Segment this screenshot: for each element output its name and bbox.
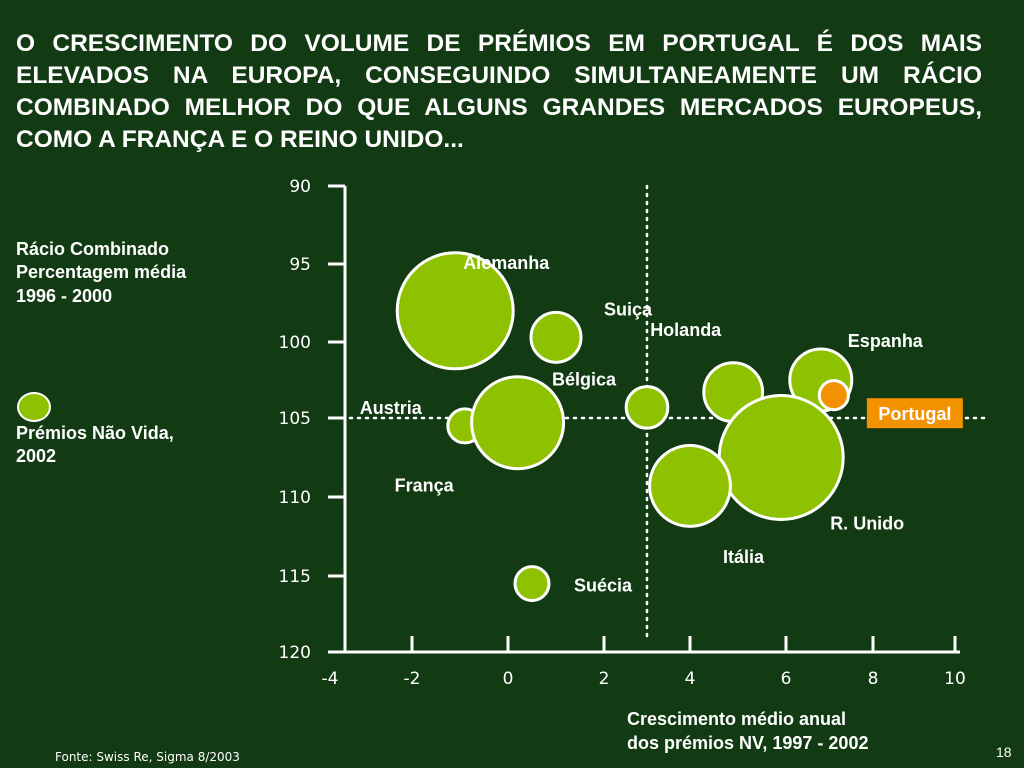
bubble-label-belgica: Bélgica	[552, 369, 617, 389]
bubble-belgica	[624, 385, 670, 430]
portugal-label-box	[866, 398, 963, 429]
bubble-label-italia: Itália	[723, 547, 765, 567]
x-tick-label: -2	[404, 669, 421, 689]
x-axis-label-line: Crescimento médio anual	[627, 709, 847, 729]
y-axis-label-line: Percentagem média	[16, 262, 187, 283]
y-tick-label: 95	[289, 255, 311, 275]
x-tick-label: 4	[685, 669, 696, 689]
y-tick-label: 120	[279, 643, 311, 663]
bubble-label-suecia: Suécia	[574, 576, 633, 596]
bubbles	[395, 251, 854, 603]
bubble-label-holanda: Holanda	[650, 320, 722, 340]
slide-title: O CRESCIMENTO DO VOLUME DE PRÉMIOS EM PO…	[16, 30, 982, 153]
axes: 90 95 100 105 110 115 120 -4 -2 0 2 4 6 8 10	[279, 177, 966, 689]
bubble-label-franca: França	[395, 476, 455, 496]
source-note: Fonte: Swiss Re, Sigma 8/2003	[55, 750, 240, 764]
y-axis-label: Rácio Combinado Percentagem média 1996 -…	[16, 238, 186, 308]
x-axis-label: Crescimento médio anual dos prémios NV, …	[627, 707, 868, 756]
bubble-label-austria: Austria	[360, 398, 423, 418]
bubble-alemanha	[395, 251, 515, 371]
y-axis-label-line: Rácio Combinado	[16, 239, 170, 259]
legend-bubble-icon	[17, 392, 51, 422]
bubble-franca	[470, 375, 566, 471]
x-tick-label: 0	[503, 669, 514, 689]
y-tick-label: 115	[279, 567, 311, 587]
x-tick-label: -4	[322, 669, 339, 689]
bubble-r-unido	[717, 394, 845, 521]
y-tick-label: 110	[279, 488, 311, 508]
x-tick-label: 6	[781, 669, 792, 689]
bubble-italia	[648, 444, 732, 528]
legend-label-line: 2002	[16, 446, 57, 467]
x-tick-label: 8	[868, 669, 879, 689]
x-tick-label: 10	[944, 669, 966, 689]
bubble-label-portugal: Portugal	[878, 404, 951, 424]
bubble-label-r-unido: R. Unido	[830, 514, 904, 534]
y-axis-label-line: 1996 - 2000	[16, 285, 113, 306]
legend-label: Prémios Não Vida, 2002	[16, 422, 174, 469]
bubble-label-espanha: Espanha	[848, 331, 924, 351]
bubble-portugal	[817, 379, 850, 412]
x-tick-label: 2	[599, 669, 610, 689]
y-tick-label: 100	[279, 333, 311, 353]
bubble-label-suica: Suiça	[604, 299, 653, 319]
y-tick-label: 90	[289, 177, 311, 197]
bubble-suecia	[513, 565, 551, 603]
bubble-label-alemanha: Alemanha	[463, 253, 550, 273]
bubble-suica	[529, 310, 583, 364]
legend-label-line: Prémios Não Vida,	[16, 423, 174, 443]
page-number: 18	[996, 744, 1012, 760]
y-tick-label: 105	[279, 409, 311, 429]
x-axis-label-line: dos prémios NV, 1997 - 2002	[627, 733, 869, 754]
